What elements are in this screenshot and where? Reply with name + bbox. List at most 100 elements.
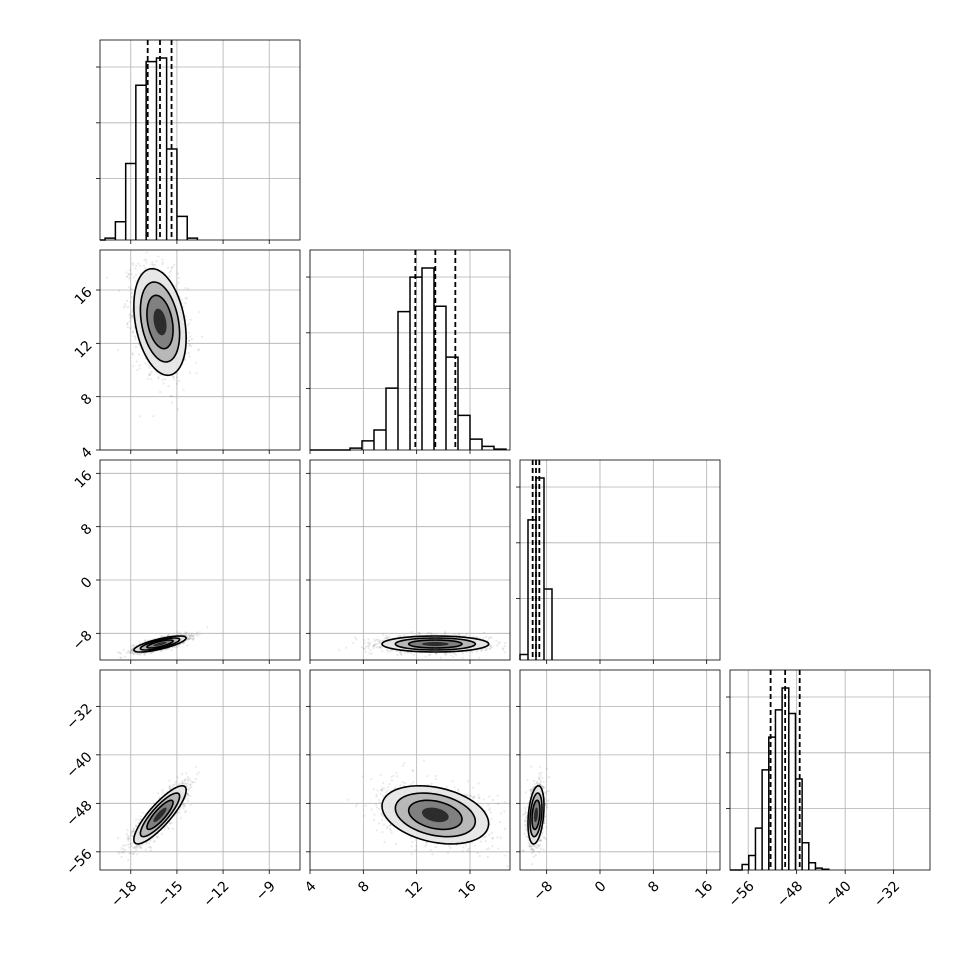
sample-point <box>155 371 158 374</box>
sample-point <box>134 280 137 283</box>
sample-point <box>386 650 389 653</box>
sample-point <box>132 365 135 368</box>
sample-point <box>136 853 139 856</box>
sample-point <box>186 782 189 785</box>
sample-point <box>504 641 507 645</box>
sample-point <box>180 298 183 301</box>
sample-point <box>132 653 135 656</box>
sample-point <box>173 646 177 649</box>
sample-point <box>354 636 357 639</box>
sample-point <box>372 646 375 649</box>
panel-frame <box>309 249 511 451</box>
contour-line <box>133 635 187 653</box>
sample-point <box>134 338 137 341</box>
sample-point <box>188 371 192 374</box>
sample-point <box>184 632 187 635</box>
sample-point <box>417 633 420 636</box>
sample-point <box>461 656 464 660</box>
sample-point <box>181 247 183 249</box>
sample-point <box>374 643 377 646</box>
sample-point <box>189 634 192 637</box>
sample-point <box>138 415 141 418</box>
sample-point <box>368 652 371 655</box>
sample-point <box>412 653 415 656</box>
sample-point <box>128 650 131 654</box>
sample-point <box>125 299 129 302</box>
sample-point <box>367 638 370 641</box>
sample-point <box>488 647 491 650</box>
sample-point <box>178 631 181 634</box>
sample-point <box>177 380 180 383</box>
sample-point <box>183 804 186 807</box>
sample-point <box>118 289 121 292</box>
sample-point <box>444 653 447 656</box>
sample-point <box>450 654 453 657</box>
sample-point <box>187 777 190 781</box>
sample-point <box>426 632 429 635</box>
sample-point <box>128 314 131 317</box>
histogram-step <box>100 57 199 241</box>
sample-point <box>417 631 420 635</box>
contour-line <box>146 294 174 350</box>
sample-point <box>169 784 172 787</box>
sample-point <box>125 651 129 654</box>
sample-point <box>138 818 141 822</box>
sample-point <box>129 269 132 272</box>
sample-point <box>364 650 367 654</box>
hist-panel-0 <box>96 39 301 244</box>
sample-point <box>453 633 456 636</box>
panel-frame <box>99 249 301 451</box>
sample-point <box>161 378 165 381</box>
sample-point <box>150 651 153 654</box>
sample-point <box>388 650 391 653</box>
sample-point <box>130 645 133 648</box>
sample-point <box>501 647 504 650</box>
sample-point <box>186 324 189 327</box>
sample-point <box>187 344 191 347</box>
sample-point <box>157 255 160 258</box>
sample-point <box>379 646 382 650</box>
sample-point <box>143 258 146 261</box>
sample-point <box>131 262 134 265</box>
sample-point <box>158 390 162 394</box>
sample-point <box>399 635 403 638</box>
sample-point <box>129 651 133 655</box>
y-tick-label: 16 <box>72 284 96 308</box>
sample-point <box>195 633 198 636</box>
sample-point <box>187 633 190 636</box>
sample-point <box>364 645 368 648</box>
sample-point <box>187 287 190 290</box>
sample-point <box>168 785 171 789</box>
sample-point <box>182 641 185 645</box>
sample-point <box>157 791 160 795</box>
sample-point <box>170 648 173 651</box>
sample-point <box>176 376 179 379</box>
sample-point <box>168 274 171 278</box>
sample-point <box>132 853 135 856</box>
sample-point <box>386 636 389 639</box>
sample-point <box>513 641 515 643</box>
sample-point <box>124 844 127 847</box>
sample-point <box>131 651 134 655</box>
sample-point <box>355 637 358 641</box>
sample-point <box>428 653 432 656</box>
sample-point <box>157 377 160 380</box>
sample-point <box>380 645 383 648</box>
sample-point <box>128 652 131 655</box>
sample-point <box>190 637 194 640</box>
sample-point <box>171 783 175 786</box>
sample-point <box>496 644 499 647</box>
sample-point <box>149 839 152 842</box>
sample-point <box>170 821 173 825</box>
y-tick-label: 16 <box>72 468 96 492</box>
sample-point <box>191 781 194 784</box>
sample-point <box>367 644 370 648</box>
sample-point <box>187 339 191 342</box>
sample-point <box>126 322 129 325</box>
sample-point <box>153 263 156 267</box>
sample-point <box>152 415 155 418</box>
sample-point <box>129 851 132 855</box>
sample-point <box>192 637 195 640</box>
sample-point <box>186 636 189 639</box>
sample-point <box>149 378 153 381</box>
